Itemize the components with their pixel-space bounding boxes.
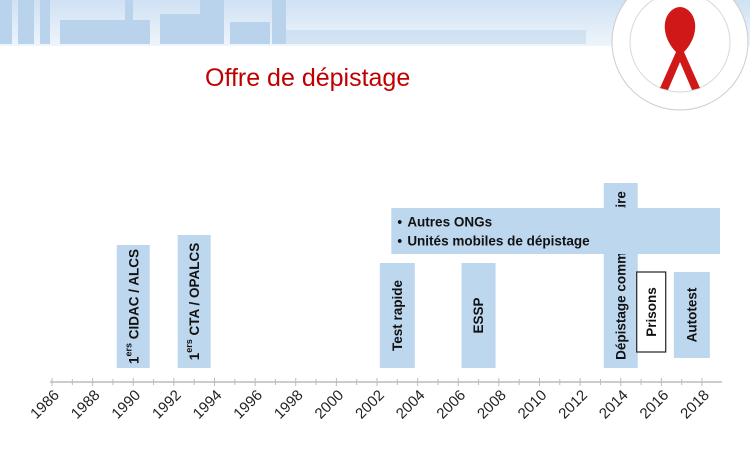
event-box [461, 263, 496, 368]
year-label: 2000 [312, 387, 348, 423]
logo [611, 0, 749, 111]
event-box [673, 272, 710, 358]
event-label: Prisons [644, 287, 659, 337]
event-label: Autotest [684, 287, 699, 342]
year-label: 2010 [515, 387, 551, 423]
event-label: 1ers CTA / OPALCS [185, 243, 202, 361]
event-box [116, 245, 150, 368]
year-label: 2008 [474, 387, 510, 423]
year-label: 2006 [433, 387, 469, 423]
year-label: 2018 [677, 387, 713, 423]
event-sup: ers [124, 343, 134, 357]
event-box [177, 235, 211, 368]
year-label: 1986 [27, 387, 63, 423]
event-text: CIDAC / ALCS [126, 249, 141, 343]
band-item: Unités mobiles de dépistage [407, 234, 590, 249]
event-label: 1ers CIDAC / ALCS [124, 249, 141, 364]
year-label: 2016 [637, 387, 673, 423]
year-label: 1998 [271, 387, 307, 423]
event-text: CTA / OPALCS [187, 243, 202, 340]
year-label: 2014 [596, 387, 632, 423]
band-item: Autres ONGs [407, 215, 492, 230]
year-label: 1990 [108, 387, 144, 423]
year-label: 2002 [352, 387, 388, 423]
year-label: 2004 [393, 387, 429, 423]
event-sup: ers [185, 339, 195, 353]
event-label: Test rapide [390, 280, 405, 352]
year-label: 1988 [68, 387, 104, 423]
year-label: 2012 [555, 387, 591, 423]
event-prefix: 1 [126, 356, 141, 364]
year-label: 1996 [230, 387, 266, 423]
event-label: ESSP [471, 297, 486, 333]
year-label: 1994 [190, 387, 226, 423]
slide-title: Offre de dépistage [205, 64, 410, 92]
year-label: 1992 [149, 387, 185, 423]
bullet: • [397, 215, 402, 230]
bullet: • [397, 234, 402, 249]
event-box [379, 263, 415, 368]
event-prefix: 1 [187, 352, 202, 360]
band-box [391, 208, 720, 254]
event-box [636, 271, 667, 353]
